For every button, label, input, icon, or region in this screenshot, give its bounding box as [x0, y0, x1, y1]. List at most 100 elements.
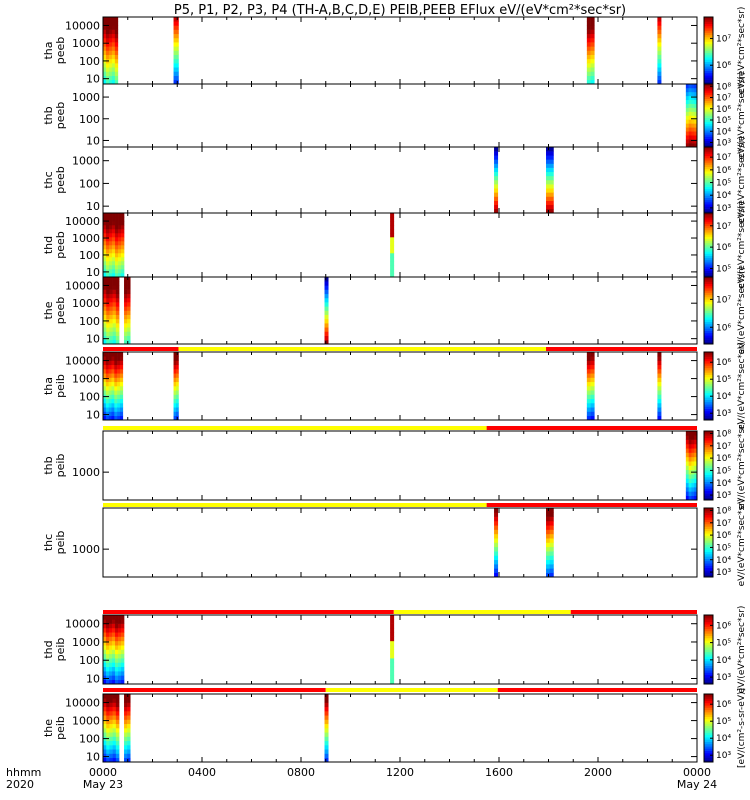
spectrogram-cell [108, 411, 112, 417]
spectrogram-cell [103, 373, 107, 378]
colorbar-step [704, 308, 713, 311]
spectrogram-cell [103, 364, 107, 370]
spectrogram-cell [694, 491, 698, 496]
colorbar-step [704, 361, 713, 364]
colorbar-step [704, 23, 713, 27]
spectrogram-cell [105, 46, 110, 51]
spectrogram-cell [390, 237, 395, 242]
spectrogram-cell [106, 757, 110, 763]
colorbar-step [704, 540, 713, 543]
colorbar-step [704, 397, 713, 400]
spectrogram-cell [549, 512, 554, 517]
spectrogram-cell [494, 564, 499, 569]
spectrogram-cell [657, 37, 662, 43]
spectrogram-cell [688, 127, 692, 132]
spectrogram-cell [106, 662, 110, 668]
colorbar-step [704, 215, 713, 218]
colorbar-step [704, 663, 713, 666]
spectrogram-cell [691, 131, 695, 136]
spectrogram-cell [106, 645, 110, 650]
spectrogram-cell [109, 249, 113, 254]
colorbar-step [704, 563, 713, 566]
spectrogram-cell [494, 175, 499, 181]
spectrogram-cell [685, 111, 689, 116]
colorbar-label: [eV/(cm²-s-sr-eV)] [737, 688, 747, 768]
spectrogram-cell [691, 452, 695, 458]
spectrogram-burst [685, 431, 698, 501]
spectrogram-cell [324, 715, 329, 720]
colorbar-step [704, 354, 713, 357]
colorbar-step [704, 401, 713, 405]
spectrogram-cell [685, 448, 689, 453]
colorbar-step [704, 495, 713, 498]
spectrogram-cell [115, 615, 119, 620]
spectrogram-cell [176, 29, 179, 35]
spectrogram-cell [112, 715, 117, 720]
spectrogram-cell [546, 516, 551, 522]
spectrogram-cell [103, 265, 107, 270]
spectrogram-cell [121, 273, 125, 278]
spectrogram-cell [109, 318, 113, 324]
spectrogram-cell [121, 679, 125, 685]
colorbar-step [704, 288, 713, 291]
spectrogram-burst [103, 615, 125, 685]
spectrogram-cell [546, 196, 551, 201]
spectrogram-cell [109, 694, 113, 699]
spectrogram-cell [549, 525, 554, 530]
colorbar-step [704, 242, 713, 246]
spectrogram-cell [117, 352, 121, 357]
spectrogram-cell [114, 25, 119, 30]
colorbar-step [704, 57, 713, 60]
spectrogram-cell [173, 42, 177, 47]
y-tick-label: 10000 [65, 355, 100, 368]
spectrogram-cell [688, 482, 692, 488]
y-tick-label: 1000 [72, 715, 100, 728]
panel-frame [102, 351, 698, 421]
spectrogram-cell [494, 192, 499, 197]
colorbar-step [704, 251, 713, 254]
spectrogram-cell [324, 736, 329, 742]
spectrogram-cell [549, 508, 554, 513]
spectrogram-cell [691, 448, 695, 453]
colorbar-label: eV/(eV*cm²*sec*sr) [737, 499, 747, 587]
spectrogram-cell [691, 95, 695, 101]
spectrogram-cell [494, 180, 499, 185]
mode-bar-segment [497, 688, 697, 692]
spectrogram-burst [324, 694, 329, 763]
panel-ylabel-probe: thb [42, 106, 55, 124]
colorbar-label: eV/(eV*cm²*sec*sr) [737, 201, 747, 289]
spectrogram-burst [103, 277, 120, 345]
panel-frame [102, 146, 698, 214]
colorbar-step [704, 59, 713, 62]
colorbar-tick-label: 10⁴ [716, 734, 731, 744]
spectrogram-cell [590, 398, 595, 404]
spectrogram-cell [390, 615, 395, 620]
spectrogram-cell [109, 640, 113, 646]
colorbar-step [704, 376, 713, 380]
panel-ylabel-probe: the [42, 301, 55, 319]
spectrogram-cell [586, 364, 591, 370]
y-tick-label: 10 [86, 266, 100, 279]
spectrogram-cell [109, 623, 113, 629]
spectrogram-cell [121, 233, 125, 238]
spectrogram-cell [114, 58, 119, 64]
spectrogram-cell [124, 706, 128, 712]
colorbar-step [704, 667, 713, 671]
colorbar-tick-label: 10⁴ [716, 479, 731, 489]
colorbar-step [704, 245, 713, 248]
spectrogram-cell [694, 465, 698, 471]
spectrogram-cell [688, 443, 692, 449]
colorbar-step [704, 700, 713, 704]
colorbar-step [704, 255, 713, 259]
colorbar-step [704, 130, 713, 133]
spectrogram-cell [106, 323, 110, 328]
colorbar-step [704, 755, 713, 758]
spectrogram-cell [127, 757, 131, 763]
colorbar-step [704, 640, 713, 643]
spectrogram-cell [546, 538, 551, 543]
colorbar-step [704, 352, 713, 355]
colorbar-step [704, 126, 713, 129]
spectrogram-cell [324, 745, 329, 750]
